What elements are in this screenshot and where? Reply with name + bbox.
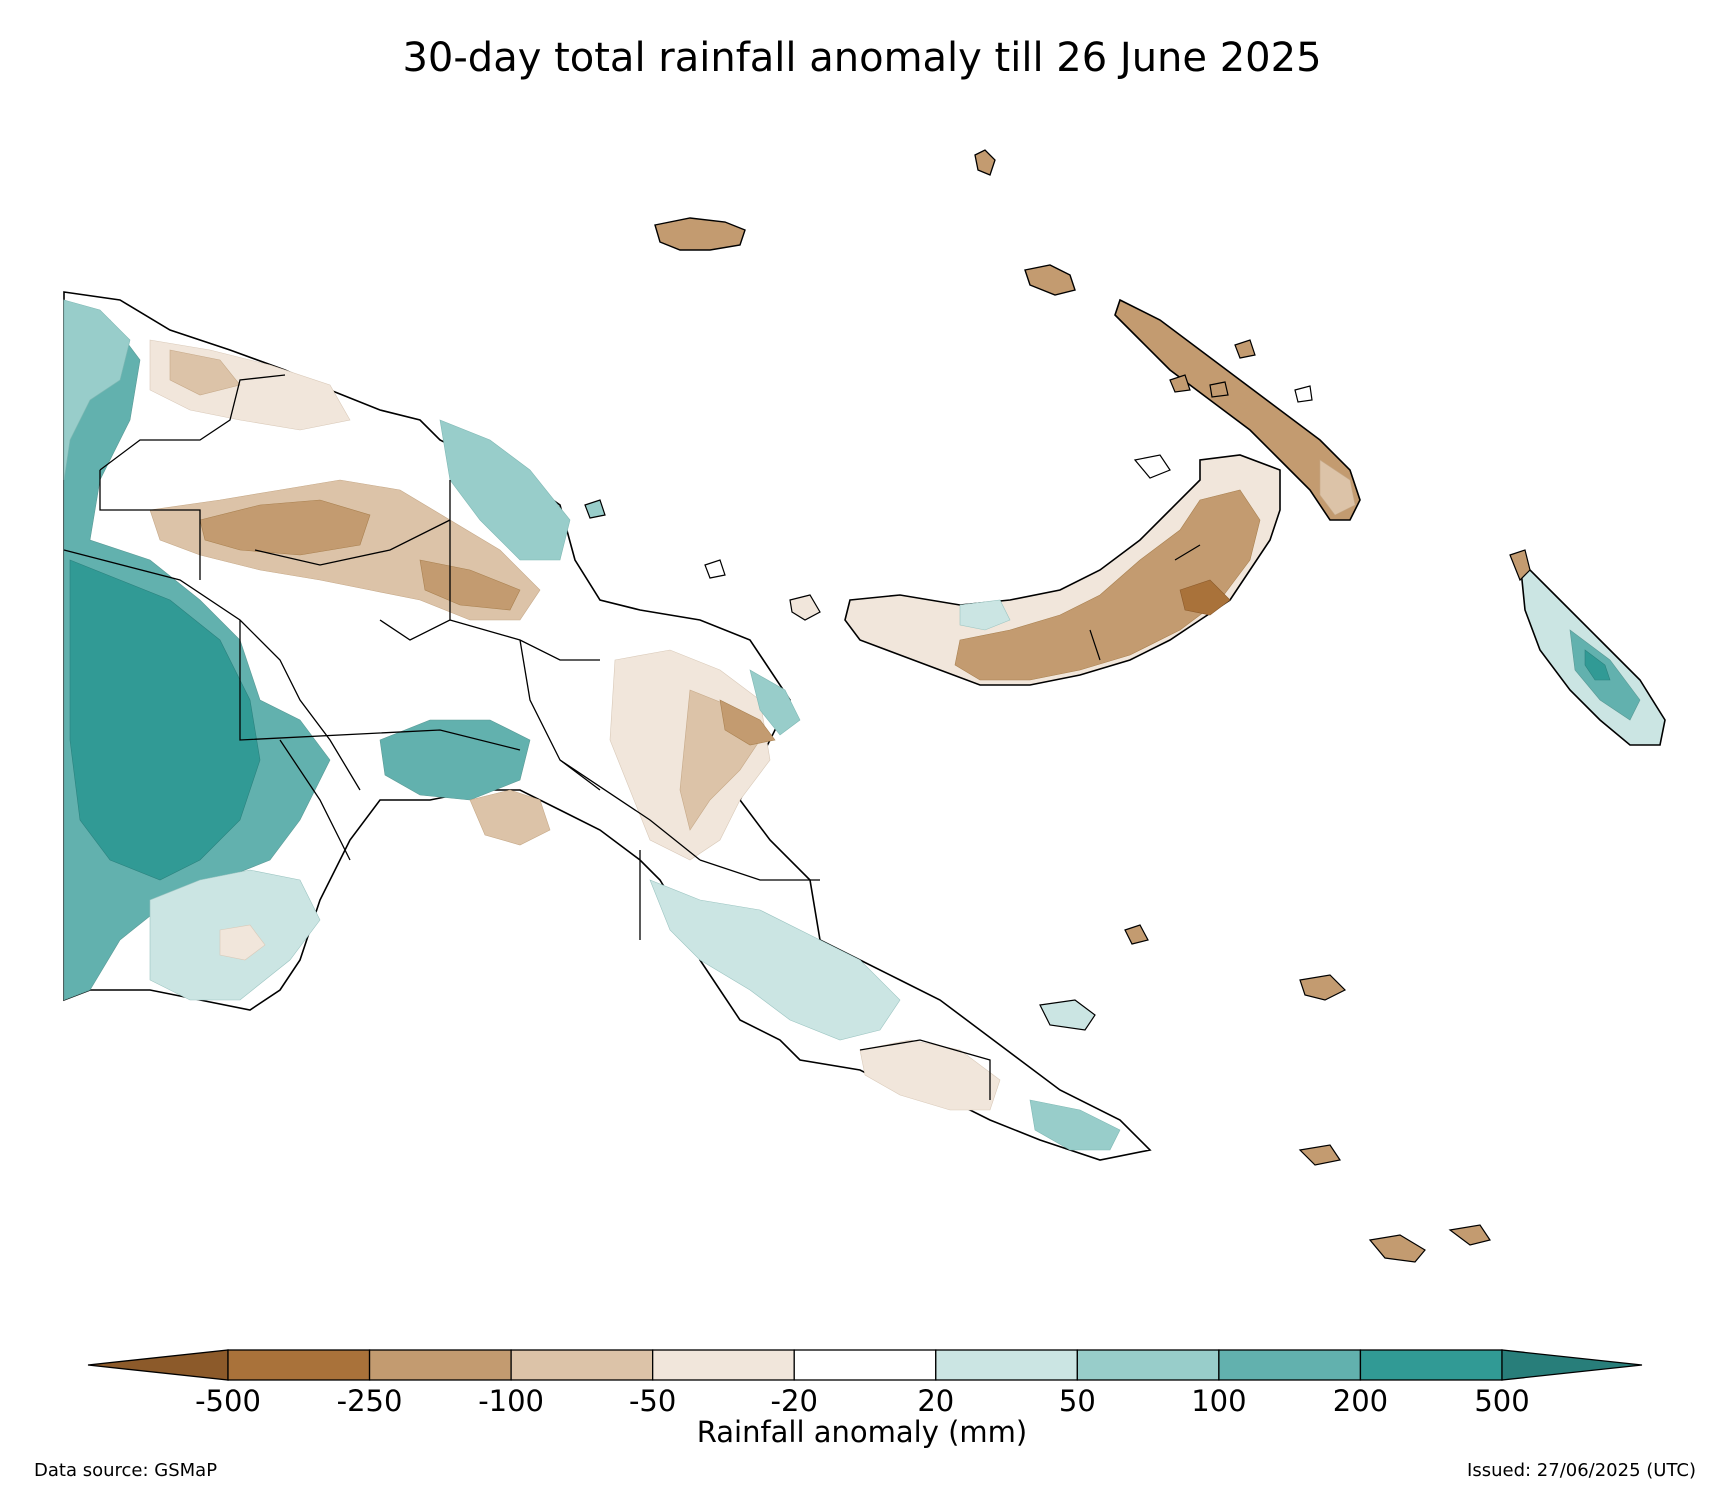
region-anomaly-100-200-central bbox=[379, 719, 531, 801]
colorbar-label: Rainfall anomaly (mm) bbox=[696, 1415, 1028, 1449]
colorbar-tick-label: -500 bbox=[195, 1384, 261, 1418]
map-title: 30-day total rainfall anomaly till 26 Ju… bbox=[402, 35, 1322, 81]
mussau-island bbox=[974, 149, 996, 176]
region-anomaly-200-500 bbox=[69, 559, 261, 881]
colorbar-bin bbox=[793, 1349, 937, 1381]
region-anomaly-20-50-southeast bbox=[649, 879, 901, 1041]
bougainville-anomaly-200-500 bbox=[1584, 649, 1611, 681]
colorbar-bin bbox=[368, 1349, 512, 1381]
colorbar-tick-label: -20 bbox=[770, 1384, 818, 1418]
colorbar-extend-high bbox=[1501, 1349, 1643, 1381]
colorbar-extend-low bbox=[87, 1349, 229, 1381]
colorbar-bins bbox=[87, 1349, 1643, 1381]
region-anomaly-50-100-milne-bay bbox=[1029, 1099, 1121, 1151]
colorbar-tick-label: -100 bbox=[478, 1384, 545, 1418]
provincial-boundaries bbox=[63, 374, 991, 1100]
new-ireland-outline bbox=[1114, 298, 1361, 521]
bougainville bbox=[1509, 549, 1666, 746]
small-islands bbox=[584, 339, 1491, 1263]
colorbar-tick-label: 50 bbox=[1058, 1384, 1096, 1418]
new-britain-anomaly-minus-100-minus-250 bbox=[954, 489, 1261, 681]
colorbar-tick-label: 500 bbox=[1474, 1384, 1530, 1418]
colorbar-bin bbox=[1218, 1349, 1362, 1381]
colorbar-bin bbox=[652, 1349, 795, 1381]
region-anomaly-minus-100-minus-250-morobe bbox=[719, 699, 776, 746]
region-anomaly-minus-50-minus-100-gulf bbox=[469, 789, 551, 846]
manus-island bbox=[654, 217, 746, 251]
rainfall-anomaly-map bbox=[63, 149, 1666, 1263]
colorbar-tick-label: 100 bbox=[1191, 1384, 1247, 1418]
colorbar-bin bbox=[227, 1349, 371, 1381]
colorbar-tick-label: 200 bbox=[1332, 1384, 1389, 1418]
region-anomaly-minus-100-minus-250 bbox=[199, 499, 371, 556]
colorbar-bin bbox=[1359, 1349, 1503, 1381]
colorbar-tick-label: -250 bbox=[336, 1384, 403, 1418]
new-ireland bbox=[1114, 298, 1361, 521]
region-anomaly-minus-100-minus-250-2 bbox=[419, 559, 521, 611]
colorbar-tick-label: -50 bbox=[628, 1384, 677, 1418]
colorbar-bin bbox=[510, 1349, 654, 1381]
data-source-note: Data source: GSMaP bbox=[34, 1460, 218, 1481]
region-anomaly-minus-50-minus-100-north bbox=[169, 349, 241, 396]
buka-island bbox=[1509, 549, 1531, 582]
new-hanover bbox=[1024, 264, 1076, 296]
new-britain-anomaly-minus-250-minus-500 bbox=[1179, 579, 1231, 616]
region-anomaly-50-100 bbox=[63, 299, 131, 481]
region-anomaly-minus-20-minus-50-western bbox=[219, 924, 266, 961]
issued-date-note: Issued: 27/06/2025 (UTC) bbox=[1467, 1460, 1696, 1481]
mainland-png bbox=[63, 291, 1152, 1161]
region-anomaly-20-50-north-coast bbox=[439, 419, 571, 561]
colorbar-bin bbox=[1076, 1349, 1220, 1381]
new-ireland-anomaly-minus-50-minus-100 bbox=[1319, 459, 1356, 516]
region-anomaly-50-100-morobe bbox=[749, 669, 801, 736]
colorbar-bin bbox=[935, 1349, 1078, 1381]
new-britain-anomaly-20-50 bbox=[959, 599, 1011, 631]
colorbar-tick-label: 20 bbox=[917, 1384, 955, 1418]
new-britain-boundary bbox=[1089, 544, 1201, 661]
new-britain bbox=[844, 454, 1281, 686]
region-anomaly-minus-20-minus-50-southeast bbox=[859, 1039, 1001, 1111]
